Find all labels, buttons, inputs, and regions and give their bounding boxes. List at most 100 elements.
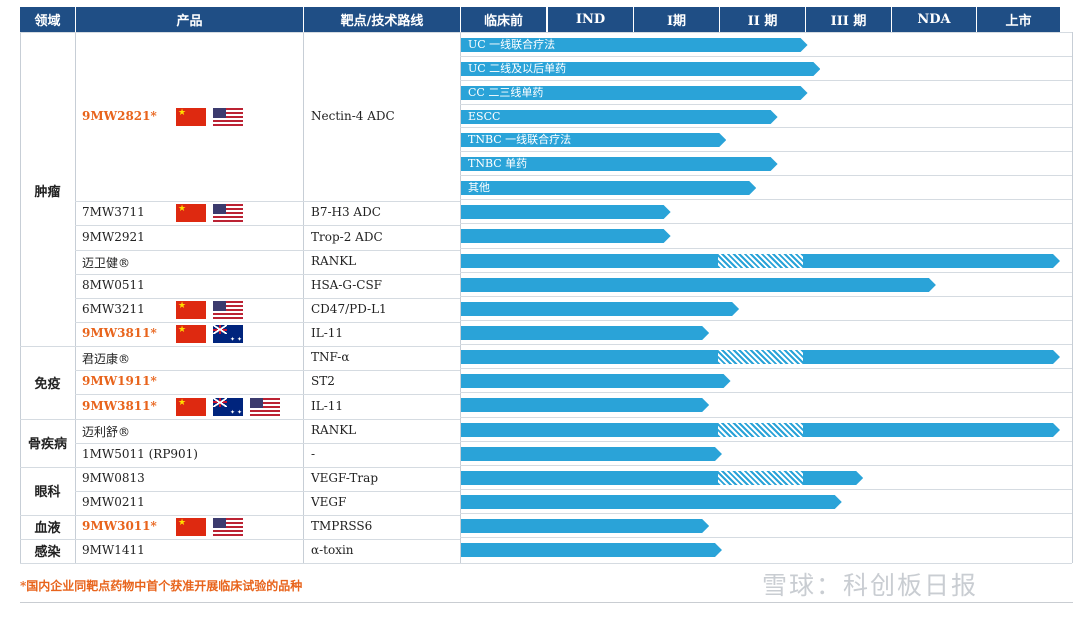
product-name: 6MW3211 bbox=[82, 302, 145, 316]
product-name: 君迈康® bbox=[82, 352, 131, 366]
grid-vline bbox=[1072, 32, 1073, 563]
pipeline-bar-label: 其他 bbox=[468, 181, 490, 194]
product-target: VEGF-Trap bbox=[311, 471, 379, 485]
header-phase-2: I期 bbox=[634, 7, 719, 32]
pipeline-bar bbox=[461, 38, 808, 52]
grid-hline bbox=[75, 346, 460, 347]
area-oncology: 肿瘤 bbox=[34, 185, 61, 200]
product-target: TNF-α bbox=[311, 350, 350, 364]
grid-hline bbox=[75, 491, 460, 492]
grid-hline bbox=[460, 417, 1072, 418]
product-name: 9MW3011* bbox=[82, 519, 157, 533]
pipeline-bar bbox=[461, 181, 756, 195]
product-target: Trop-2 ADC bbox=[311, 229, 383, 244]
grid-hline bbox=[75, 32, 460, 33]
product-name: 8MW0511 bbox=[82, 278, 145, 292]
watermark: 雪球：科创板日报 bbox=[762, 571, 979, 600]
pipeline-bar bbox=[461, 157, 778, 171]
grid-hline bbox=[20, 346, 75, 347]
grid-hline bbox=[460, 199, 1072, 200]
grid-hline bbox=[460, 465, 1072, 466]
product-target: Nectin-4 ADC bbox=[311, 108, 395, 123]
pipeline-bar bbox=[461, 229, 671, 243]
pipeline-bar bbox=[461, 110, 778, 124]
usa-flag-icon bbox=[213, 301, 243, 319]
product-name: 9MW1411 bbox=[82, 543, 145, 557]
product-target: CD47/PD-L1 bbox=[311, 302, 387, 316]
pipeline-bar bbox=[461, 519, 709, 533]
pipeline-bar-label: TNBC 一线联合疗法 bbox=[468, 133, 572, 146]
grid-hline bbox=[75, 443, 460, 444]
grid-hline bbox=[20, 515, 75, 516]
pipeline-bar bbox=[461, 86, 808, 100]
product-target: RANKL bbox=[311, 423, 357, 437]
pipeline-bar-hatch bbox=[717, 350, 804, 364]
product-name: 9MW0813 bbox=[82, 471, 145, 485]
australia-flag-icon bbox=[213, 397, 243, 416]
china-flag-icon: ★ bbox=[176, 397, 206, 416]
product-name: 1MW5011 (RP901) bbox=[82, 447, 198, 461]
product-target: α-toxin bbox=[311, 543, 354, 557]
usa-flag-icon bbox=[213, 204, 243, 222]
grid-hline bbox=[460, 151, 1072, 152]
grid-hline bbox=[75, 298, 460, 299]
grid-hline bbox=[75, 563, 460, 564]
pipeline-bar bbox=[461, 133, 726, 147]
grid-hline bbox=[460, 223, 1072, 224]
grid-hline bbox=[460, 441, 1072, 442]
grid-hline bbox=[75, 322, 460, 323]
product-target: TMPRSS6 bbox=[311, 519, 373, 533]
china-flag-icon: ★ bbox=[176, 325, 206, 343]
area-infection: 感染 bbox=[34, 545, 61, 560]
product-name: 9MW1911* bbox=[82, 374, 157, 388]
china-flag-icon: ★ bbox=[176, 204, 206, 222]
header-phase-5: NDA bbox=[892, 7, 976, 32]
grid-hline bbox=[20, 563, 75, 564]
pipeline-bar-hatch bbox=[717, 471, 804, 485]
pipeline-bar-label: UC 一线联合疗法 bbox=[468, 38, 556, 51]
product-name: 9MW3811* bbox=[82, 398, 157, 413]
footnote: *国内企业同靶点药物中首个获准开展临床试验的品种 bbox=[20, 579, 303, 593]
pipeline-bar bbox=[461, 62, 820, 76]
grid-hline bbox=[460, 127, 1072, 128]
product-target: RANKL bbox=[311, 254, 357, 268]
grid-hline bbox=[460, 368, 1072, 369]
china-flag-icon: ★ bbox=[176, 107, 206, 126]
grid-hline bbox=[75, 225, 460, 226]
pipeline-bar bbox=[461, 398, 709, 412]
pipeline-bar-hatch bbox=[717, 254, 804, 268]
product-name: 9MW3811* bbox=[82, 326, 157, 340]
product-name: 9MW2921 bbox=[82, 229, 145, 244]
product-name: 7MW3711 bbox=[82, 205, 145, 219]
usa-flag-icon bbox=[213, 107, 243, 126]
product-target: ST2 bbox=[311, 374, 335, 388]
product-target: IL-11 bbox=[311, 398, 344, 413]
pipeline-bar bbox=[461, 447, 722, 461]
bottom-rule bbox=[20, 602, 1073, 603]
grid-hline bbox=[460, 32, 1072, 33]
grid-vline bbox=[20, 32, 21, 563]
grid-hline bbox=[460, 537, 1072, 538]
pipeline-bar-hatch bbox=[717, 423, 804, 437]
grid-hline bbox=[460, 80, 1072, 81]
grid-hline bbox=[460, 56, 1072, 57]
grid-vline bbox=[460, 32, 461, 563]
pipeline-bar bbox=[461, 326, 709, 340]
grid-hline bbox=[460, 392, 1072, 393]
grid-hline bbox=[20, 419, 75, 420]
header-area: 领域 bbox=[20, 7, 75, 32]
grid-hline bbox=[20, 467, 75, 468]
product-target: VEGF bbox=[311, 495, 347, 509]
grid-hline bbox=[460, 248, 1072, 249]
product-target: HSA-G-CSF bbox=[311, 278, 382, 292]
grid-hline bbox=[460, 563, 1072, 564]
header-phase-1: IND bbox=[548, 7, 633, 32]
grid-hline bbox=[75, 419, 460, 420]
pipeline-bar bbox=[461, 278, 936, 292]
pipeline-bar-label: UC 二线及以后单药 bbox=[468, 62, 567, 75]
grid-hline bbox=[75, 394, 460, 395]
pipeline-bar bbox=[461, 374, 731, 388]
grid-hline bbox=[460, 320, 1072, 321]
header-phase-3: II 期 bbox=[720, 7, 805, 32]
